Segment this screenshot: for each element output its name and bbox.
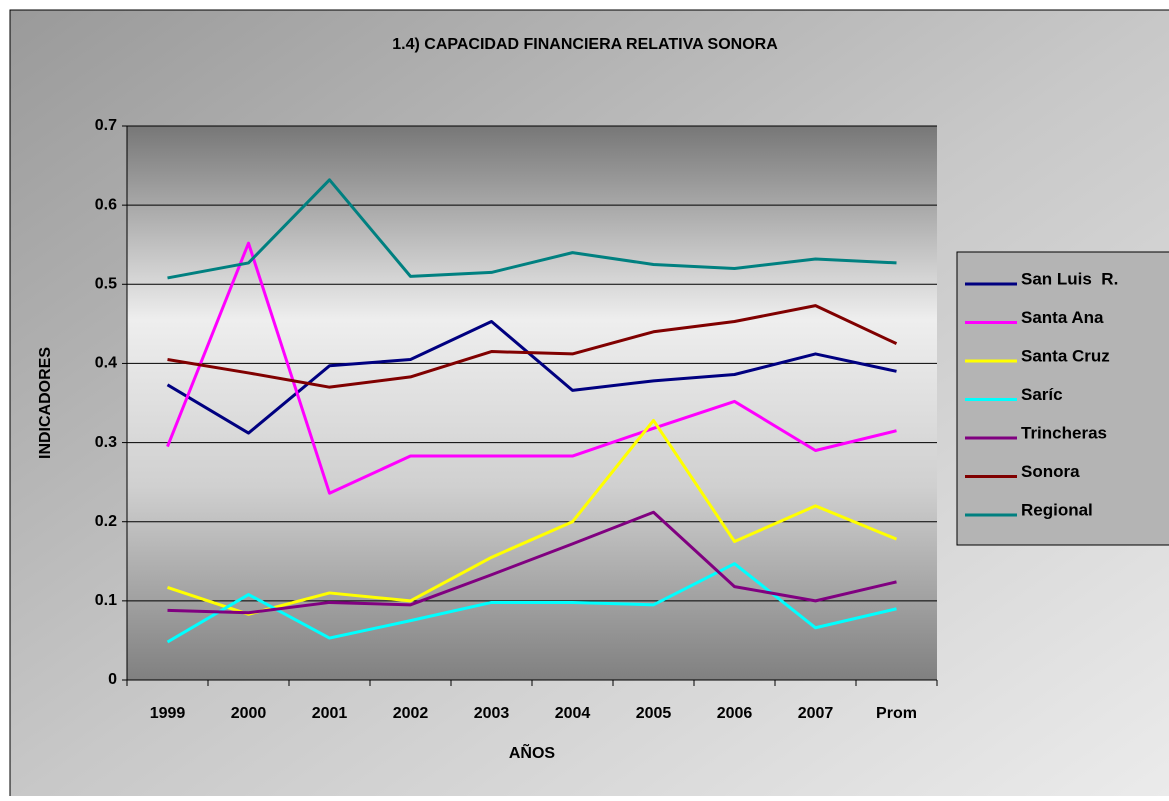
y-tick-label: 0.1	[95, 592, 117, 609]
series-line	[167, 178, 897, 280]
x-tick-label: 2002	[393, 705, 429, 722]
series-line	[166, 241, 897, 495]
x-axis-label: AÑOS	[509, 742, 556, 762]
x-tick-label: 2006	[717, 705, 753, 722]
legend-label: Santa Cruz	[1021, 346, 1110, 365]
y-tick-label: 0	[108, 671, 117, 688]
legend-label: Trincheras	[1021, 423, 1107, 442]
x-tick-label: 2005	[636, 705, 672, 722]
y-tick-label: 0.6	[95, 196, 117, 213]
x-tick-label: 2001	[312, 705, 348, 722]
y-tick-label: 0.3	[95, 434, 117, 451]
x-tick-label: Prom	[876, 705, 917, 722]
y-tick-label: 0.7	[95, 117, 117, 134]
legend-label: Regional	[1021, 500, 1093, 519]
x-tick-label: 2000	[231, 705, 267, 722]
series-line	[167, 418, 898, 616]
x-tick-label: 2004	[555, 705, 591, 722]
legend-label: San Luis R.	[1021, 269, 1118, 288]
y-axis-label: INDICADORES	[37, 347, 54, 459]
x-tick-label: 2007	[798, 705, 834, 722]
x-tick-label: 2003	[474, 705, 510, 722]
x-tick-label: 1999	[150, 705, 186, 722]
series-line	[167, 304, 898, 389]
legend-label: Sonora	[1021, 462, 1080, 481]
chart-title: 1.4) CAPACIDAD FINANCIERA RELATIVA SONOR…	[392, 36, 778, 53]
legend-label: Saríc	[1021, 385, 1063, 404]
series-line	[166, 319, 897, 435]
y-tick-label: 0.4	[95, 355, 117, 372]
y-tick-label: 0.5	[95, 276, 117, 293]
plot-area	[127, 126, 937, 680]
series-line	[166, 562, 897, 644]
legend-label: Santa Ana	[1021, 308, 1104, 327]
y-tick-label: 0.2	[95, 513, 117, 530]
series-line	[167, 510, 897, 615]
